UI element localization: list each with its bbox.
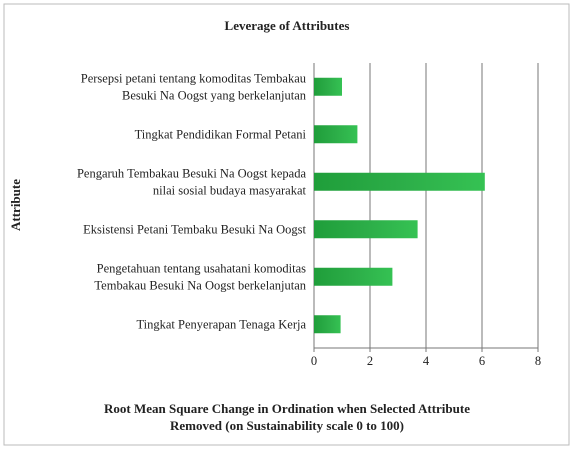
bar [314, 172, 485, 191]
bar [314, 267, 393, 286]
y-tick-label: Eksistensi Petani Tembaku Besuki Na Oogs… [83, 222, 306, 236]
y-tick-label: Tingkat Pendidikan Formal Petani [135, 127, 307, 141]
bar [314, 77, 342, 96]
x-tick-label: 4 [423, 354, 430, 368]
chart-frame [3, 3, 570, 446]
x-tick-label: 2 [367, 354, 373, 368]
y-axis-label: Attribute [8, 179, 23, 231]
y-tick-label: Pengetahuan tentang usahatani komoditas T… [94, 261, 306, 292]
y-tick-label: Pengaruh Tembakau Besuki Na Oogst kepada… [77, 166, 307, 197]
bar [314, 220, 418, 239]
bar [314, 125, 358, 144]
x-tick-label: 6 [479, 354, 485, 368]
x-tick-label: 0 [311, 354, 317, 368]
y-tick-label: Persepsi petani tentang komoditas Tembak… [81, 71, 307, 102]
bar [314, 315, 341, 334]
x-tick-label: 8 [535, 354, 541, 368]
y-tick-label: Tingkat Penyerapan Tenaga Kerja [136, 317, 306, 331]
chart-title: Leverage of Attributes [225, 18, 350, 33]
x-axis-label: Root Mean Square Change in Ordination wh… [104, 401, 470, 433]
